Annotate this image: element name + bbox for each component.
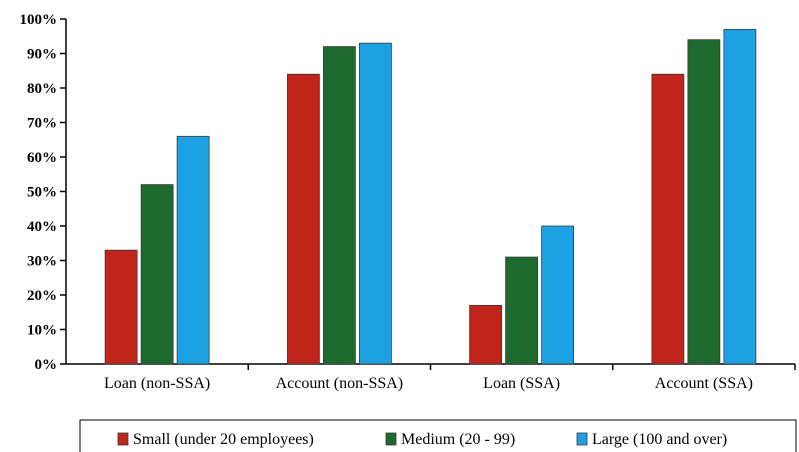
legend-label: Large (100 and over) [592,431,727,448]
category-label: Loan (SSA) [483,375,560,392]
bar-large [176,135,210,365]
y-tick-label: 0% [35,357,58,373]
bar-large [723,28,757,365]
y-axis: 0% 10% 20% 30% 40% 50% 60% 70% 80% 90% 100% [20,12,67,373]
legend: Small (under 20 employees) Medium (20 - 9… [79,419,797,452]
y-tick-label: 20% [27,288,57,304]
legend-label: Small (under 20 employees) [133,431,314,448]
legend-swatch [117,432,129,446]
y-tick-label: 40% [27,219,57,235]
y-tick-label: 50% [27,185,57,201]
legend-label: Medium (20 - 99) [401,431,515,448]
category-labels: Loan (non-SSA) Account (non-SSA) Loan (SSA… [104,375,753,392]
legend-box [79,419,797,452]
y-tick-label: 70% [27,116,57,132]
bar-large [358,42,392,365]
y-tick-label: 60% [27,150,57,166]
legend-swatch [576,432,588,446]
category-label: Loan (non-SSA) [104,375,210,392]
y-tick-label: 100% [20,12,58,28]
bar-medium [322,46,356,365]
x-axis [66,363,796,370]
legend-swatch [385,432,397,446]
category-label: Account (non-SSA) [276,375,404,392]
y-tick-label: 10% [27,323,57,339]
y-tick-label: 90% [27,47,57,63]
bar-large [541,225,575,365]
bar-medium [505,256,539,365]
bar-small [286,73,320,365]
bar-medium [140,184,174,365]
bar-small [104,249,138,365]
y-tick-label: 30% [27,254,57,270]
bar-small [469,304,503,365]
category-label: Account (SSA) [655,375,753,392]
bar-medium [687,39,721,365]
bars [104,28,757,365]
y-tick-label: 80% [27,81,57,97]
bar-small [651,73,685,365]
